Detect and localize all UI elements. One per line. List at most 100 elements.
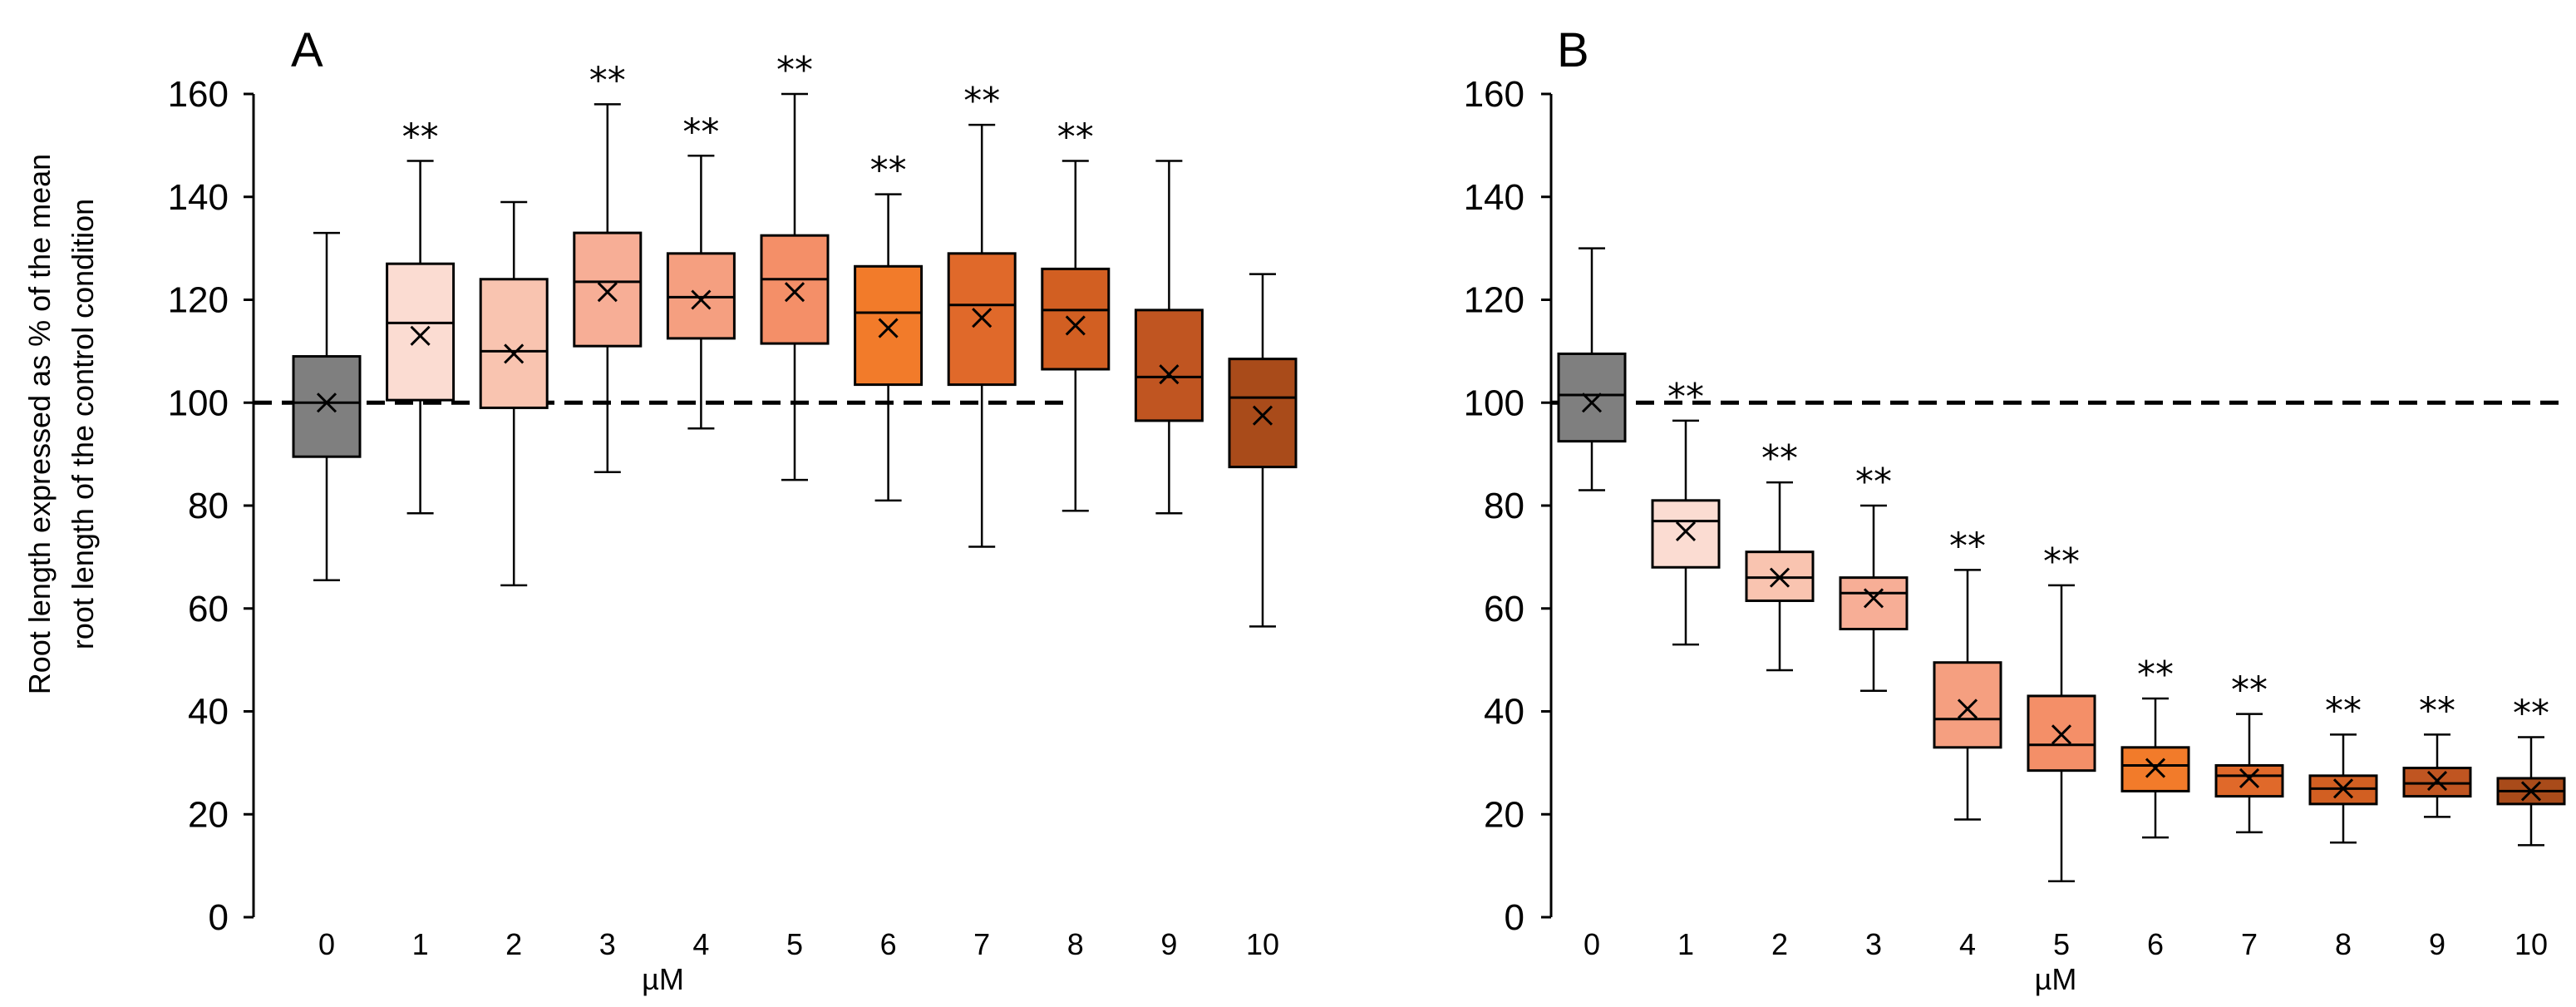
mean-marker (1159, 364, 1180, 385)
y-axis-title-line-1: Root length expressed as % of the mean (22, 154, 57, 694)
panel-b-y-tick-label: 140 (1464, 177, 1524, 218)
iqr-box (1839, 576, 1909, 630)
panel-b-x-tick-label: 4 (1959, 927, 1976, 961)
iqr-box (666, 252, 736, 340)
panel-b-box-9: ** (2402, 689, 2472, 818)
panel-b-y-tick-label: 0 (1505, 897, 1524, 938)
panel-b-x-tick-label: 9 (2429, 927, 2445, 961)
panel-a-x-tick-label: 3 (599, 927, 616, 961)
significance-mark: ** (963, 80, 1000, 122)
significance-mark: ** (2325, 689, 2362, 732)
iqr-box (1134, 309, 1204, 422)
panel-a-x-tick-label: 7 (973, 927, 990, 961)
panel-a-y-tick-label: 80 (188, 486, 229, 526)
panel-a-x-axis-title: µM (642, 962, 684, 996)
mean-marker (504, 343, 525, 364)
panel-b-y-tick-label: 100 (1464, 383, 1524, 423)
significance-mark: ** (682, 111, 719, 153)
iqr-box (1228, 358, 1298, 469)
iqr-box (760, 234, 830, 345)
panel-a-y-tick-label: 120 (168, 280, 229, 321)
iqr-box (2214, 763, 2284, 798)
panel-b-x-axis-title: µM (2035, 962, 2077, 996)
panel-a-y-tick-label: 60 (188, 589, 229, 629)
mean-marker (2332, 778, 2354, 799)
panel-b-y-tick-label: 120 (1464, 280, 1524, 321)
panel-a-box-6: ** (854, 150, 924, 502)
panel-b-x-tick-label: 10 (2514, 927, 2548, 961)
panel-b-box-4: ** (1933, 525, 2002, 821)
panel-a-box-5: ** (760, 49, 830, 481)
panel-a-box-10 (1228, 273, 1298, 628)
panel-a-box-9 (1134, 160, 1204, 515)
mean-marker (1065, 315, 1086, 336)
significance-mark: ** (2137, 654, 2174, 696)
iqr-box (1557, 352, 1627, 443)
panel-a-x-tick-label: 9 (1160, 927, 1177, 961)
panel-a-x-tick-label: 10 (1246, 927, 1279, 961)
mean-marker (784, 282, 805, 303)
panel-b-y-tick-label: 160 (1464, 74, 1524, 115)
iqr-box (386, 262, 456, 402)
mean-marker (410, 325, 431, 346)
mean-marker (2051, 724, 2072, 745)
mean-marker (1769, 567, 1790, 588)
panel-b-x-tick-label: 5 (2053, 927, 2070, 961)
panel-b-y-tick-label: 80 (1484, 486, 1524, 526)
panel-b-x-tick-label: 1 (1677, 927, 1694, 961)
panel-b-box-0 (1557, 247, 1627, 491)
significance-mark: ** (2419, 689, 2455, 732)
significance-mark: ** (589, 59, 626, 101)
panel-a-box-3: ** (573, 59, 643, 474)
significance-mark: ** (1057, 116, 1094, 158)
significance-mark: ** (2231, 669, 2268, 712)
significance-mark: ** (2043, 541, 2080, 583)
panel-a-y-tick-label: 0 (209, 897, 229, 938)
panel-a-x-tick-label: 5 (786, 927, 803, 961)
iqr-box (1933, 661, 2002, 749)
significance-mark: ** (1855, 461, 1892, 503)
mean-marker (2426, 770, 2448, 792)
panel-b-box-6: ** (2120, 654, 2190, 839)
significance-mark: ** (1667, 376, 1704, 418)
significance-mark: ** (2513, 692, 2549, 734)
panel-a-box-2 (479, 200, 549, 587)
panel-b-x-tick-label: 0 (1584, 927, 1600, 961)
panel-a-box-4: ** (666, 111, 736, 430)
iqr-box (292, 355, 362, 458)
iqr-box (1651, 499, 1721, 569)
panel-a-x-tick-label: 6 (880, 927, 897, 961)
mean-marker (691, 289, 712, 310)
panel-a-x-tick-label: 4 (692, 927, 709, 961)
significance-mark: ** (1761, 437, 1798, 480)
panel-a-box-7: ** (947, 80, 1017, 548)
panel-a-box-0 (292, 231, 362, 581)
iqr-box (854, 264, 924, 387)
panel-b-y-tick-label: 60 (1484, 589, 1524, 629)
panel-b-box-2: ** (1745, 437, 1815, 672)
panel-a-box-1: ** (386, 116, 456, 515)
significance-mark: ** (1949, 525, 1986, 567)
iqr-box (573, 231, 643, 348)
panel-a-box-8: ** (1041, 116, 1111, 512)
mean-marker (2145, 758, 2166, 778)
panel-b-x-tick-label: 6 (2147, 927, 2164, 961)
mean-marker (1252, 405, 1273, 426)
panel-b-label: B (1557, 23, 1589, 77)
panel-a-label: A (291, 23, 323, 77)
mean-marker (878, 318, 899, 338)
panel-a-x-tick-label: 8 (1067, 927, 1084, 961)
panel-b-box-8: ** (2308, 689, 2378, 844)
panel-b-y-tick-label: 40 (1484, 692, 1524, 733)
panel-a-x-tick-label: 1 (412, 927, 429, 961)
panel-b-x-tick-label: 2 (1771, 927, 1788, 961)
panel-b-box-1: ** (1651, 376, 1721, 646)
panel-a-y-tick-label: 40 (188, 692, 229, 733)
panel-b-x-tick-label: 7 (2241, 927, 2258, 961)
mean-marker (1957, 698, 1978, 719)
y-axis-title: Root length expressed as % of the mean r… (22, 154, 100, 694)
mean-marker (972, 308, 992, 328)
mean-marker (597, 282, 618, 303)
panel-b-x-tick-label: 3 (1865, 927, 1882, 961)
